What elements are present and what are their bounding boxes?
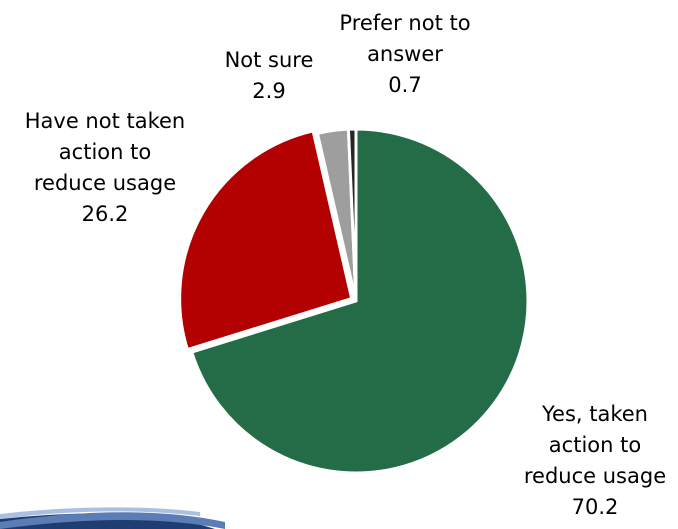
slice-label-1-line-0: Have not taken	[25, 109, 186, 133]
pie-labels: Yes, taken action to reduce usage 70.2 Have …	[25, 11, 666, 519]
slice-label-0-line-2: reduce usage	[524, 464, 666, 488]
slice-value-label-0: 70.2	[572, 495, 619, 519]
slice-label-3-line-1: answer	[367, 42, 443, 66]
slice-label-1-line-1: action to	[59, 140, 151, 164]
slice-value-label-1: 26.2	[82, 202, 129, 226]
slice-value-label-2: 2.9	[252, 79, 285, 103]
slice-label-0-line-0: Yes, taken	[541, 402, 648, 426]
slice-label-2-line-0: Not sure	[225, 48, 314, 72]
pie-slice-1	[178, 129, 354, 352]
decorative-swoosh	[0, 507, 225, 529]
pie-slice-0	[190, 127, 530, 475]
slice-value-label-3: 0.7	[388, 73, 421, 97]
pie-slice-3	[346, 127, 358, 303]
pie-slices	[178, 127, 530, 475]
slice-label-3-line-0: Prefer not to	[339, 11, 470, 35]
slice-label-0-line-1: action to	[549, 433, 641, 457]
slice-label-1-line-2: reduce usage	[34, 171, 176, 195]
swoosh-stroke-1	[0, 512, 225, 529]
swoosh-stroke-2	[0, 507, 200, 519]
